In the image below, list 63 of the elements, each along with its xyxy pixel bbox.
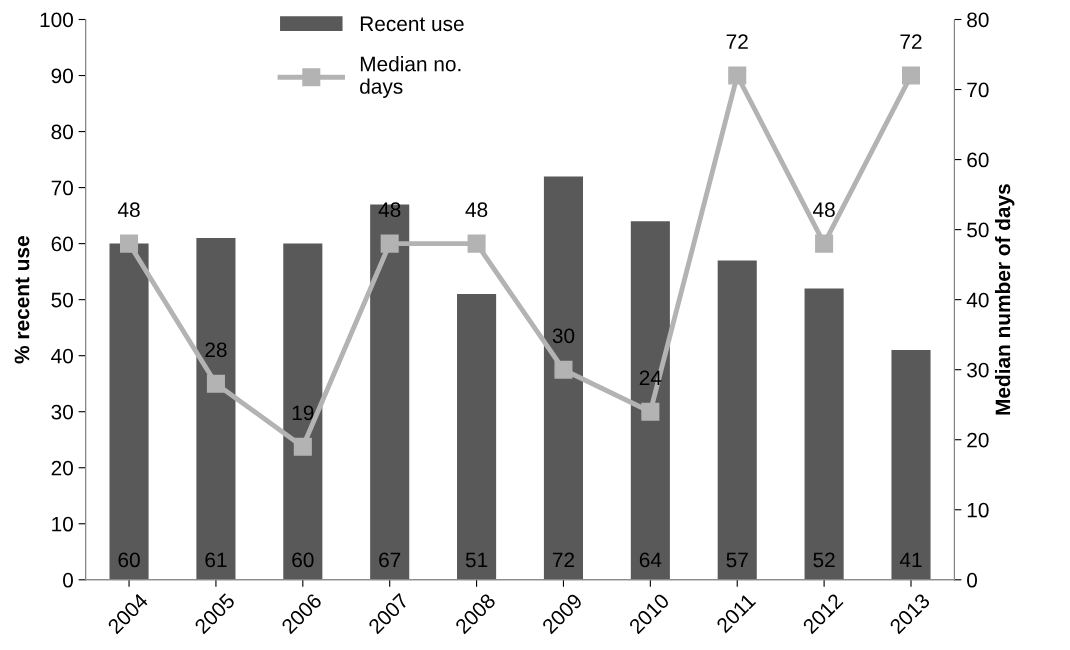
y2-tick-label: 50 [967, 222, 989, 238]
y2-tick-label: 30 [967, 362, 989, 378]
y2-tick-label: 40 [966, 292, 989, 308]
y2-tick-label: 80 [967, 12, 989, 28]
point [293, 437, 312, 456]
point [815, 234, 834, 253]
data-label: 28 [205, 342, 227, 358]
point [467, 234, 486, 253]
legend-label: Median no. days [360, 56, 461, 98]
data-label: 57 [726, 552, 748, 568]
y2-tick-label: 20 [967, 432, 989, 448]
y-tick-label: 80 [51, 124, 73, 140]
y-tick-label: 20 [51, 460, 73, 476]
y-axis-title: % recent use [14, 236, 30, 364]
bar [804, 288, 844, 580]
data-label: 30 [552, 328, 575, 344]
data-label: 60 [118, 552, 140, 568]
data-label: 72 [900, 34, 922, 49]
data-label: 48 [813, 202, 835, 218]
y2-axis-title: Median number of days [994, 184, 1015, 415]
data-label: 48 [378, 202, 401, 218]
y2-tick-label: 10 [967, 502, 989, 518]
point [380, 234, 399, 253]
bar [283, 243, 323, 580]
point [120, 234, 139, 253]
bar [717, 260, 757, 580]
y-tick-label: 70 [51, 180, 73, 196]
point [728, 66, 747, 85]
bar [630, 221, 670, 580]
bar [891, 350, 931, 580]
data-label: 72 [552, 552, 574, 568]
data-label: 19 [292, 405, 314, 421]
data-label: 52 [813, 552, 835, 568]
bar [543, 176, 584, 580]
data-label: 41 [899, 552, 922, 568]
data-label: 61 [205, 552, 227, 568]
y-tick-label: 50 [51, 292, 73, 308]
y2-tick-label: 70 [967, 82, 989, 98]
data-label: 60 [292, 552, 314, 568]
y-tick-label: 40 [51, 348, 73, 364]
point [554, 360, 573, 379]
legend-label: Recent use [360, 16, 464, 32]
data-label: 64 [639, 552, 662, 568]
y-tick-label: 0 [63, 572, 73, 588]
data-label: 67 [379, 552, 401, 568]
data-label: 72 [726, 34, 748, 49]
point [901, 66, 921, 85]
bar [109, 243, 149, 580]
bar [370, 204, 410, 580]
y-tick-label: 10 [52, 516, 73, 532]
y-tick-label: 30 [51, 404, 73, 420]
y2-tick-label: 0 [967, 572, 978, 588]
y-tick-label: 90 [51, 68, 73, 84]
bar [457, 294, 497, 580]
bar [196, 238, 236, 580]
y-tick-label: 60 [51, 236, 73, 252]
point [206, 374, 225, 393]
data-label: 51 [465, 552, 488, 568]
point [641, 402, 660, 421]
data-label: 48 [117, 202, 140, 218]
y-tick-label: 100 [40, 12, 73, 28]
y2-tick-label: 60 [967, 152, 989, 168]
data-label: 48 [465, 202, 488, 218]
